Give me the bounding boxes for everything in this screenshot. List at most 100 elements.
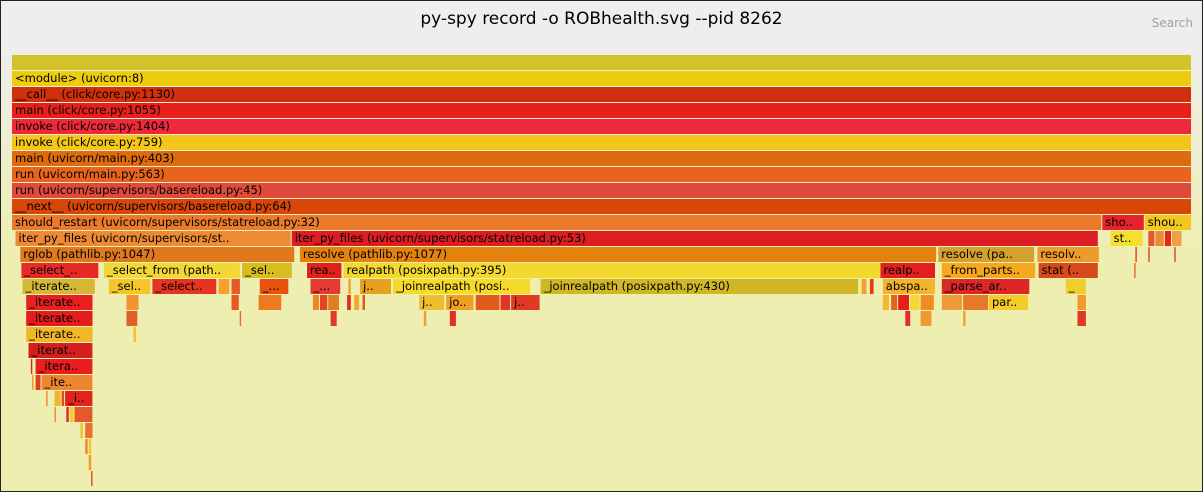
flame-frame[interactable] bbox=[126, 295, 139, 310]
flame-frame[interactable]: abspa.. bbox=[882, 279, 935, 294]
flame-frame[interactable]: _ bbox=[1065, 279, 1086, 294]
flame-frame[interactable] bbox=[54, 407, 56, 422]
flame-frame[interactable] bbox=[861, 279, 867, 294]
flame-frame[interactable] bbox=[1164, 231, 1171, 246]
flame-frame[interactable]: realpath (posixpath.py:395) bbox=[343, 263, 888, 278]
flame-frame[interactable]: _itera.. bbox=[35, 359, 93, 374]
flame-frame[interactable]: _iterate.. bbox=[22, 279, 95, 294]
flame-frame[interactable] bbox=[1135, 247, 1137, 262]
flame-frame[interactable]: _iterate.. bbox=[26, 311, 93, 326]
flame-frame[interactable] bbox=[347, 295, 351, 310]
flame-frame[interactable]: _select_from (path.. bbox=[104, 263, 240, 278]
flame-frame[interactable]: stat (.. bbox=[1038, 263, 1098, 278]
flame-frame[interactable] bbox=[12, 55, 1191, 70]
flame-frame[interactable] bbox=[1148, 231, 1155, 246]
search-button[interactable]: Search bbox=[1151, 16, 1193, 30]
flame-frame[interactable] bbox=[920, 295, 934, 310]
flame-frame[interactable]: _sel.. bbox=[242, 263, 292, 278]
flame-frame[interactable]: j.. bbox=[360, 279, 391, 294]
flame-frame[interactable]: par.. bbox=[989, 295, 1029, 310]
flame-frame[interactable] bbox=[891, 295, 898, 310]
flame-frame[interactable]: resolve (pathlib.py:1077) bbox=[299, 247, 937, 262]
flame-frame[interactable] bbox=[80, 423, 83, 438]
flame-frame[interactable]: j.. bbox=[511, 295, 540, 310]
flame-frame[interactable] bbox=[85, 423, 93, 438]
flame-frame[interactable] bbox=[449, 311, 456, 326]
flame-frame[interactable]: run (uvicorn/main.py:563) bbox=[12, 167, 1191, 182]
flame-frame[interactable] bbox=[1077, 311, 1086, 326]
flame-frame[interactable]: _i.. bbox=[65, 391, 93, 406]
flame-frame[interactable] bbox=[231, 295, 239, 310]
flame-frame[interactable] bbox=[54, 391, 61, 406]
flame-frame[interactable]: _parse_ar.. bbox=[941, 279, 1030, 294]
flame-frame[interactable]: _... bbox=[310, 279, 341, 294]
flame-frame[interactable]: <module> (uvicorn:8) bbox=[12, 71, 1191, 86]
flame-frame[interactable] bbox=[328, 295, 339, 310]
flame-frame[interactable]: iter_py_files (uvicorn/supervisors/st.. bbox=[15, 231, 291, 246]
flame-frame[interactable] bbox=[423, 311, 427, 326]
flame-frame[interactable]: _from_parts.. bbox=[941, 263, 1036, 278]
flame-frame[interactable] bbox=[69, 407, 74, 422]
flame-frame[interactable] bbox=[1134, 263, 1136, 278]
flame-frame[interactable] bbox=[869, 279, 874, 294]
flame-frame[interactable]: realp.. bbox=[880, 263, 936, 278]
flame-frame[interactable] bbox=[330, 311, 337, 326]
flame-frame[interactable] bbox=[905, 311, 911, 326]
flame-frame[interactable] bbox=[126, 311, 138, 326]
flame-frame[interactable] bbox=[500, 295, 511, 310]
flame-frame[interactable]: _select_.. bbox=[21, 263, 99, 278]
flame-frame[interactable] bbox=[898, 295, 909, 310]
flame-frame[interactable] bbox=[963, 295, 989, 310]
flame-frame[interactable]: sho.. bbox=[1102, 215, 1144, 230]
flame-frame[interactable]: _... bbox=[259, 279, 289, 294]
flame-frame[interactable] bbox=[1155, 231, 1164, 246]
flame-frame[interactable]: iter_py_files (uvicorn/supervisors/statr… bbox=[291, 231, 1098, 246]
flame-frame[interactable] bbox=[66, 407, 69, 422]
flame-frame[interactable]: _iterate.. bbox=[26, 327, 93, 342]
flame-frame[interactable] bbox=[910, 295, 920, 310]
flame-frame[interactable] bbox=[88, 455, 92, 470]
flame-frame[interactable] bbox=[320, 295, 328, 310]
flame-frame[interactable] bbox=[312, 295, 319, 310]
flame-frame[interactable]: _iterat.. bbox=[28, 343, 93, 358]
flame-frame[interactable] bbox=[941, 295, 962, 310]
flame-frame[interactable]: _iterate.. bbox=[26, 295, 93, 310]
flame-frame[interactable]: jo.. bbox=[446, 295, 474, 310]
flame-frame[interactable] bbox=[239, 311, 242, 326]
flame-frame[interactable]: _joinrealpath (posi.. bbox=[393, 279, 531, 294]
flame-frame[interactable] bbox=[74, 407, 93, 422]
flame-frame[interactable]: rea.. bbox=[307, 263, 342, 278]
flame-frame[interactable] bbox=[882, 295, 889, 310]
flame-frame[interactable]: __call__ (click/core.py:1130) bbox=[12, 87, 1191, 102]
flame-frame[interactable]: shou.. bbox=[1144, 215, 1191, 230]
flame-frame[interactable] bbox=[32, 375, 34, 390]
flame-frame[interactable]: rglob (pathlib.py:1047) bbox=[20, 247, 295, 262]
flame-frame[interactable]: j.. bbox=[419, 295, 445, 310]
flame-frame[interactable] bbox=[354, 295, 360, 310]
flame-frame[interactable] bbox=[85, 439, 88, 454]
flame-frame[interactable] bbox=[362, 295, 366, 310]
flame-frame[interactable]: resolve (pa.. bbox=[938, 247, 1035, 262]
flame-frame[interactable] bbox=[1171, 231, 1182, 246]
flame-frame[interactable] bbox=[1174, 247, 1176, 262]
flame-frame[interactable] bbox=[348, 279, 351, 294]
flame-frame[interactable]: run (uvicorn/supervisors/basereload.py:4… bbox=[12, 183, 1191, 198]
flame-frame[interactable]: resolv.. bbox=[1037, 247, 1099, 262]
flame-frame[interactable] bbox=[475, 295, 500, 310]
flame-frame[interactable]: __next__ (uvicorn/supervisors/basereload… bbox=[12, 199, 1191, 214]
flame-frame[interactable] bbox=[920, 311, 932, 326]
flame-frame[interactable]: should_restart (uvicorn/supervisors/stat… bbox=[12, 215, 1102, 230]
flame-frame[interactable]: _ite.. bbox=[41, 375, 93, 390]
flame-frame[interactable] bbox=[30, 359, 33, 374]
flame-frame[interactable]: _joinrealpath (posixpath.py:430) bbox=[540, 279, 859, 294]
flame-frame[interactable] bbox=[218, 279, 230, 294]
flame-frame[interactable]: _sel.. bbox=[108, 279, 151, 294]
flame-frame[interactable] bbox=[963, 311, 966, 326]
flame-frame[interactable]: _select.. bbox=[152, 279, 217, 294]
flame-frame[interactable] bbox=[61, 391, 65, 406]
flame-frame[interactable] bbox=[46, 391, 48, 406]
flame-frame[interactable]: invoke (click/core.py:1404) bbox=[12, 119, 1191, 134]
flame-frame[interactable]: st.. bbox=[1110, 231, 1143, 246]
flame-frame[interactable]: main (uvicorn/main.py:403) bbox=[12, 151, 1191, 166]
flame-frame[interactable] bbox=[91, 471, 93, 486]
